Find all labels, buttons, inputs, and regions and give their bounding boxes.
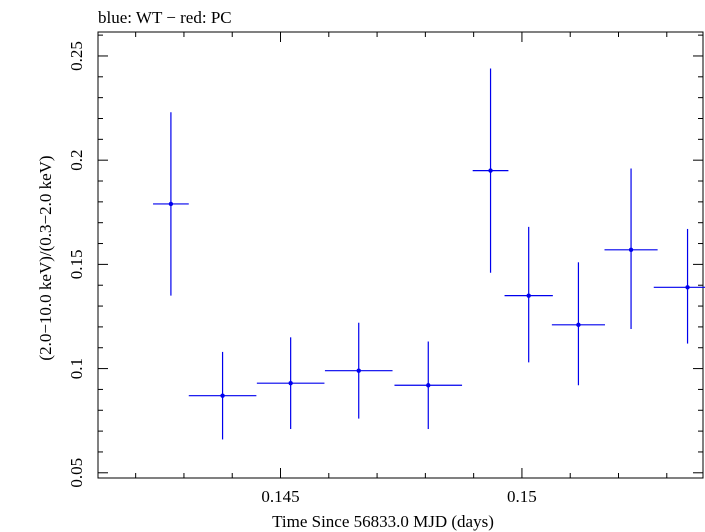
- data-point-7: [504, 226, 553, 363]
- x-axis-label: Time Since 56833.0 MJD (days): [272, 512, 494, 531]
- data-point-9: [604, 168, 658, 329]
- data-point-3: [256, 337, 325, 430]
- point-marker: [628, 247, 634, 252]
- data-point-4: [324, 322, 393, 419]
- x-tick-label: 0.145: [261, 487, 299, 506]
- point-marker: [220, 393, 225, 398]
- point-marker: [685, 285, 690, 290]
- tick-labels: 0.145 0.15 0.05 0.1 0.15 0.2 0.25: [67, 41, 537, 506]
- data-point-8: [551, 262, 605, 386]
- data-marks: [153, 68, 705, 440]
- y-tick-label: 0.2: [67, 150, 86, 171]
- data-point-10: [653, 228, 705, 344]
- point-marker: [168, 201, 174, 207]
- point-marker: [288, 380, 293, 386]
- point-marker: [576, 322, 581, 328]
- y-tick-label: 0.1: [67, 358, 86, 379]
- point-marker: [426, 383, 431, 388]
- point-marker: [526, 293, 531, 298]
- y-axis-label: (2.0−10.0 keV)/(0.3−2.0 keV): [36, 155, 55, 360]
- point-marker: [488, 168, 493, 173]
- plot-frame: [97, 31, 704, 479]
- data-point-6: [472, 68, 509, 273]
- y-tick-label: 0.15: [67, 250, 86, 280]
- y-tick-label: 0.05: [67, 458, 86, 488]
- x-tick-label: 0.15: [507, 487, 537, 506]
- point-marker: [356, 368, 361, 373]
- data-point-1: [153, 112, 189, 296]
- y-tick-label: 0.25: [67, 41, 86, 71]
- axis-ticks: [98, 32, 703, 478]
- data-point-5: [394, 341, 463, 430]
- chart-title: blue: WT − red: PC: [98, 8, 232, 27]
- data-point-2: [188, 351, 257, 440]
